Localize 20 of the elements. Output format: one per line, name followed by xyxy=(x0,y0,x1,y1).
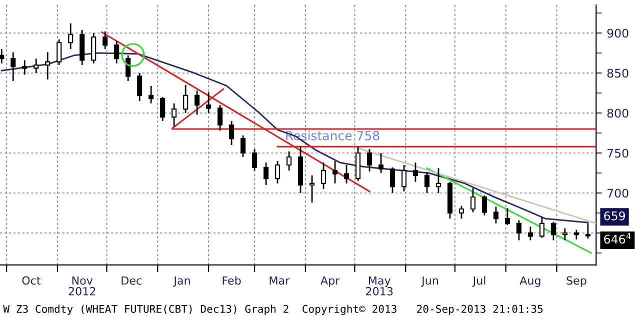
text: 646$^{4}$ xyxy=(604,232,631,244)
x-tick-label: Jun xyxy=(421,276,438,287)
x-tick-label: Sep xyxy=(566,276,586,287)
x-tick-label: May 2013 xyxy=(366,276,393,296)
y-tick-label: 900 xyxy=(607,28,628,38)
x-tick-label: Aug xyxy=(520,276,540,287)
x-tick-label: Apr xyxy=(320,276,340,287)
x-tick-label: Dec xyxy=(122,276,142,285)
x-tick-label: Jul xyxy=(472,276,486,287)
y-tick-label: 800 xyxy=(607,108,628,118)
text: 659 xyxy=(604,211,625,220)
y-tick-label: 700 xyxy=(608,188,628,198)
text: W Z3 Comdty (WHEAT FUTURE(CBT) Dec13) Graph 2 Copyright© 2013 20-Sep-2013 21:01:35 xyxy=(3,304,543,316)
y-tick-label: 850 xyxy=(607,68,628,78)
x-tick-label: Feb xyxy=(222,276,241,285)
x-tick-label: Oct xyxy=(22,276,41,285)
x-tick-label: Jan xyxy=(173,276,190,287)
x-tick-label: Mar xyxy=(270,276,290,285)
y-tick-label: 750 xyxy=(608,148,628,158)
x-tick-label: Nov 2012 xyxy=(68,276,96,296)
